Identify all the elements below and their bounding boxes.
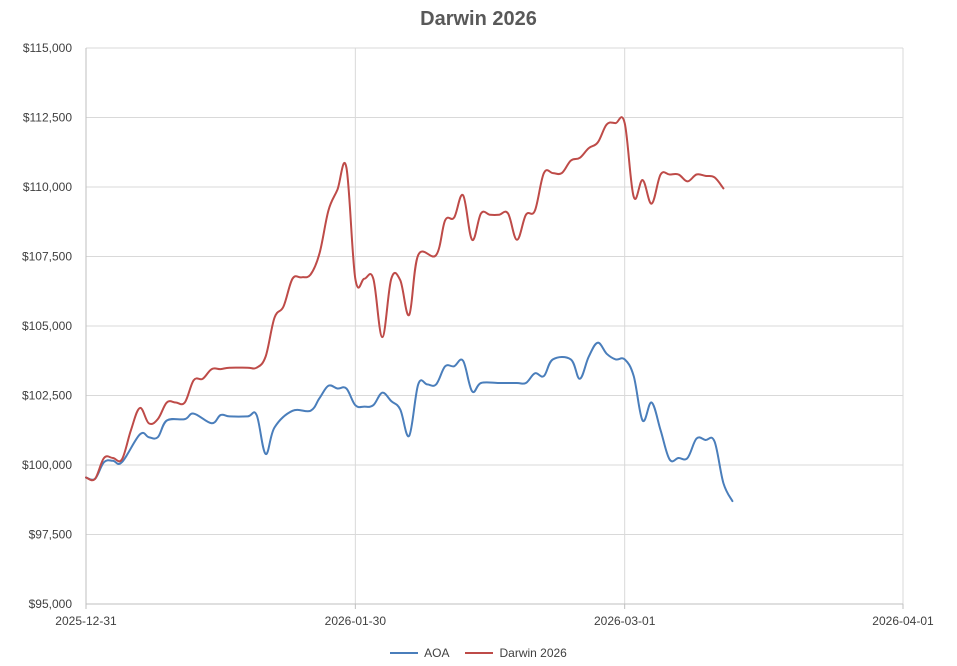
- legend: AOA Darwin 2026: [0, 643, 957, 660]
- y-tick-label: $110,000: [23, 180, 72, 194]
- y-tick-label: $102,500: [22, 389, 72, 403]
- series-line-aoa: [85, 341, 734, 503]
- series-line-darwin-2026: [85, 116, 725, 482]
- y-tick-label: $95,000: [29, 597, 73, 611]
- x-tick-label: 2026-03-01: [594, 614, 656, 628]
- legend-label: Darwin 2026: [499, 646, 567, 660]
- legend-item-darwin-2026[interactable]: Darwin 2026: [465, 646, 567, 660]
- y-tick-label: $112,500: [23, 111, 72, 125]
- axes: [85, 48, 904, 609]
- y-tick-label: $105,000: [22, 319, 72, 333]
- legend-item-aoa[interactable]: AOA: [390, 646, 449, 660]
- legend-swatch: [390, 652, 419, 654]
- y-tick-label: $97,500: [29, 528, 73, 542]
- y-tick-label: $100,000: [22, 458, 72, 472]
- legend-swatch: [465, 652, 494, 654]
- y-tick-label: $115,000: [23, 41, 72, 55]
- y-tick-label: $107,500: [22, 250, 72, 264]
- chart-title: Darwin 2026: [420, 8, 537, 30]
- x-tick-label: 2026-04-01: [872, 614, 934, 628]
- tick-labels: $95,000 $97,500 $100,000 $102,500 $105,000 $1…: [22, 41, 934, 628]
- x-tick-label: 2025-12-31: [55, 614, 117, 628]
- series-lines: [85, 116, 734, 503]
- legend-label: AOA: [424, 646, 450, 660]
- gridlines: [85, 47, 904, 605]
- x-tick-label: 2026-01-30: [325, 614, 387, 628]
